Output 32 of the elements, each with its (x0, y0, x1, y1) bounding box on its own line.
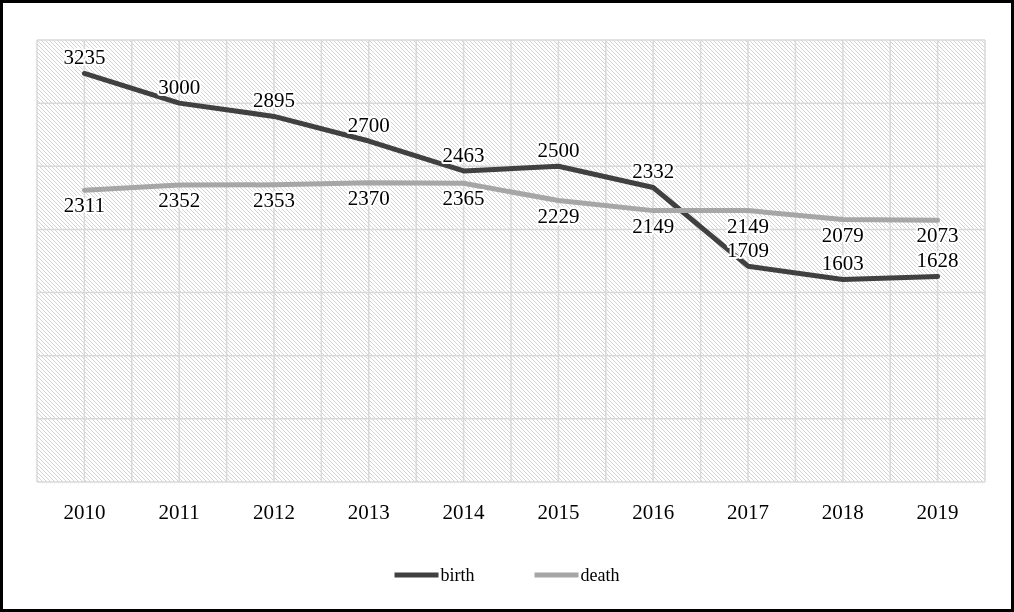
data-label: 2149 (727, 213, 769, 238)
legend-label: birth (440, 565, 475, 586)
x-tick-label: 2013 (347, 499, 390, 524)
data-label: 2365 (442, 186, 485, 211)
x-tick-label: 2010 (63, 499, 106, 524)
x-tick-label: 2017 (727, 499, 769, 524)
data-label: 2149 (632, 213, 675, 238)
x-tick-label: 2011 (158, 499, 200, 524)
data-label: 1709 (727, 237, 769, 262)
legend-label: death (580, 565, 620, 586)
data-label: 2500 (537, 137, 580, 162)
data-label: 2352 (158, 188, 201, 213)
data-label: 3235 (63, 45, 106, 70)
x-tick-label: 2019 (916, 499, 959, 524)
data-label: 2370 (347, 185, 390, 210)
data-label: 2229 (537, 203, 580, 228)
data-label: 1628 (916, 247, 959, 272)
data-label: 1603 (821, 251, 864, 276)
data-label: 2311 (63, 193, 106, 218)
x-tick-label: 2014 (442, 499, 486, 524)
x-tick-label: 2018 (821, 499, 864, 524)
x-tick-label: 2016 (632, 499, 675, 524)
x-tick-label: 2012 (253, 499, 295, 524)
data-label: 2332 (632, 159, 675, 184)
data-label: 2700 (347, 112, 390, 137)
data-label: 2463 (442, 142, 485, 167)
x-tick-label: 2015 (537, 499, 580, 524)
data-label: 3000 (158, 74, 201, 99)
data-label: 2895 (253, 87, 295, 112)
data-label: 2073 (916, 223, 959, 248)
data-label: 2353 (253, 187, 295, 212)
data-label: 2079 (821, 222, 864, 247)
